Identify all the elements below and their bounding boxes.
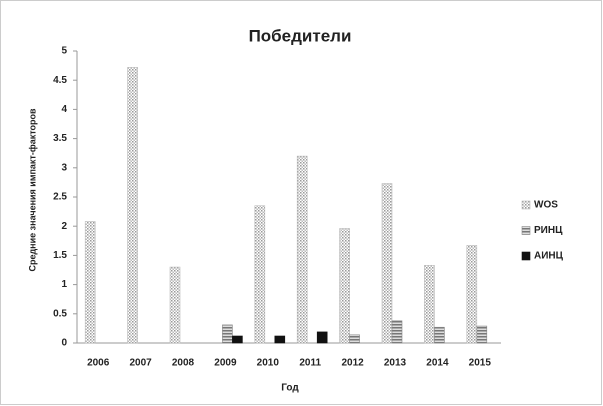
- bar: [434, 326, 445, 344]
- x-axis-label: Год: [281, 383, 299, 394]
- x-tick-label: 2010: [257, 358, 280, 369]
- y-tick-label: 1.5: [53, 250, 67, 261]
- legend-swatch: [521, 251, 531, 261]
- y-tick-label: 2: [61, 221, 67, 232]
- x-tick-label: 2011: [299, 358, 321, 369]
- bar: [424, 265, 435, 344]
- bar: [254, 205, 266, 344]
- x-tick-label: 2014: [426, 358, 449, 369]
- y-tick-label: 1: [61, 279, 67, 290]
- bar: [349, 334, 360, 344]
- y-tick-label: 4: [61, 104, 67, 115]
- bar: [391, 320, 403, 344]
- bar: [466, 245, 478, 344]
- y-tick-label: 3: [61, 162, 67, 173]
- y-axis-label: Средние значения импакт-факторов: [27, 108, 37, 272]
- chart-title: Победители: [249, 26, 352, 45]
- x-tick-label: 2015: [469, 358, 492, 369]
- bar: [296, 155, 308, 344]
- bar: [127, 67, 138, 344]
- legend-label: WOS: [534, 200, 558, 211]
- bar: [339, 228, 350, 344]
- bar: [381, 183, 393, 344]
- legend-swatch: [521, 200, 531, 210]
- x-tick-label: 2007: [129, 358, 152, 369]
- y-tick-label: 4.5: [53, 75, 67, 86]
- legend-label: РИНЦ: [534, 225, 563, 236]
- y-tick-label: 3.5: [53, 133, 67, 144]
- bar: [222, 324, 233, 344]
- y-tick-label: 0.5: [53, 308, 67, 319]
- y-tick-label: 5: [61, 46, 67, 57]
- bar: [476, 325, 488, 344]
- x-tick-label: 2008: [172, 358, 195, 369]
- bar: [316, 331, 328, 344]
- x-tick-label: 2012: [341, 358, 364, 369]
- legend-swatch: [521, 226, 531, 235]
- x-tick-label: 2013: [384, 358, 407, 369]
- bar: [274, 335, 286, 344]
- bar: [84, 221, 96, 344]
- bar: [169, 266, 181, 344]
- x-tick-label: 2006: [87, 358, 110, 369]
- bar: [232, 335, 243, 344]
- legend-label: АИНЦ: [534, 251, 564, 262]
- y-tick-label: 2.5: [53, 192, 67, 203]
- y-tick-label: 0: [61, 338, 67, 349]
- x-tick-label: 2009: [214, 358, 237, 369]
